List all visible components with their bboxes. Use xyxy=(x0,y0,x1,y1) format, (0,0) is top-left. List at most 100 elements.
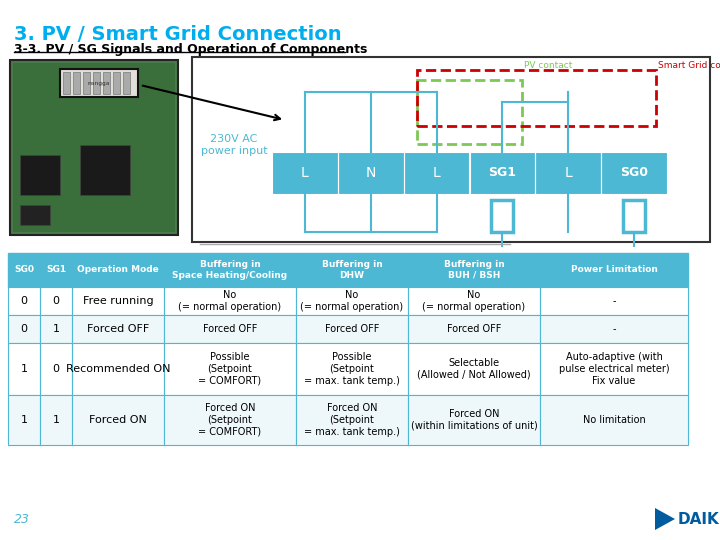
Text: 0: 0 xyxy=(20,324,27,334)
Bar xyxy=(8,343,40,395)
Bar xyxy=(40,315,72,343)
Text: 230V AC
power input: 230V AC power input xyxy=(201,134,267,156)
Text: 0: 0 xyxy=(20,296,27,306)
Bar xyxy=(8,315,40,343)
Text: 0: 0 xyxy=(53,296,60,306)
Text: SG0: SG0 xyxy=(14,266,34,274)
Text: No
(= normal operation): No (= normal operation) xyxy=(423,290,526,312)
Bar xyxy=(408,315,540,343)
Bar xyxy=(164,315,296,343)
Text: Operation Mode: Operation Mode xyxy=(77,266,159,274)
Text: mangga: mangga xyxy=(88,80,110,85)
Text: 3-3. PV / SG Signals and Operation of Components: 3-3. PV / SG Signals and Operation of Co… xyxy=(14,43,367,56)
Bar xyxy=(60,69,138,97)
Bar xyxy=(417,70,656,126)
Text: Buffering in
Space Heating/Cooling: Buffering in Space Heating/Cooling xyxy=(172,260,287,280)
Text: Possible
(Setpoint
= max. tank temp.): Possible (Setpoint = max. tank temp.) xyxy=(304,353,400,386)
Bar xyxy=(540,253,688,287)
Text: No
(= normal operation): No (= normal operation) xyxy=(179,290,282,312)
Text: Free running: Free running xyxy=(83,296,153,306)
Bar xyxy=(93,72,100,94)
Bar xyxy=(338,152,404,194)
Bar xyxy=(40,395,72,445)
Bar xyxy=(540,315,688,343)
Bar xyxy=(492,200,513,232)
Bar xyxy=(408,253,540,287)
Bar xyxy=(296,315,408,343)
Bar xyxy=(164,395,296,445)
Text: Recommended ON: Recommended ON xyxy=(66,364,170,374)
Text: Forced OFF: Forced OFF xyxy=(325,324,379,334)
Bar xyxy=(408,287,540,315)
Polygon shape xyxy=(655,508,675,530)
Bar xyxy=(296,343,408,395)
Text: SG1: SG1 xyxy=(488,166,516,179)
Bar xyxy=(192,57,710,242)
Text: Forced OFF: Forced OFF xyxy=(447,324,501,334)
Text: 1: 1 xyxy=(53,324,60,334)
Bar xyxy=(72,343,164,395)
Bar xyxy=(540,287,688,315)
Text: Forced ON
(Setpoint
= COMFORT): Forced ON (Setpoint = COMFORT) xyxy=(199,403,261,437)
Bar xyxy=(13,63,175,232)
Text: Smart Grid contacts: Smart Grid contacts xyxy=(658,61,720,70)
Text: Forced OFF: Forced OFF xyxy=(87,324,149,334)
Bar xyxy=(272,152,667,194)
Bar xyxy=(296,253,408,287)
Text: Forced ON: Forced ON xyxy=(89,415,147,425)
Text: No limitation: No limitation xyxy=(582,415,645,425)
Text: Buffering in
BUH / BSH: Buffering in BUH / BSH xyxy=(444,260,505,280)
Text: SG0: SG0 xyxy=(620,166,648,179)
Bar xyxy=(40,287,72,315)
Text: No
(= normal operation): No (= normal operation) xyxy=(300,290,404,312)
Text: Buffering in
DHW: Buffering in DHW xyxy=(322,260,382,280)
Bar xyxy=(623,200,645,232)
Bar xyxy=(296,395,408,445)
Bar xyxy=(536,152,601,194)
Text: PV contact: PV contact xyxy=(524,61,573,70)
Bar xyxy=(10,60,178,235)
Bar xyxy=(408,343,540,395)
Bar xyxy=(272,152,338,194)
Bar xyxy=(164,287,296,315)
Bar xyxy=(164,253,296,287)
Bar xyxy=(123,72,130,94)
Bar xyxy=(408,395,540,445)
Bar xyxy=(60,69,138,97)
Bar xyxy=(8,395,40,445)
Bar xyxy=(296,287,408,315)
Bar xyxy=(20,155,60,195)
Bar xyxy=(72,287,164,315)
Text: 1: 1 xyxy=(20,415,27,425)
Text: 0: 0 xyxy=(53,364,60,374)
Bar xyxy=(8,287,40,315)
Bar xyxy=(113,72,120,94)
Text: Power Limitation: Power Limitation xyxy=(570,266,657,274)
Text: 23: 23 xyxy=(14,513,30,526)
Bar xyxy=(20,205,50,225)
Bar xyxy=(72,395,164,445)
Text: Forced ON
(within limitations of unit): Forced ON (within limitations of unit) xyxy=(410,409,537,431)
Text: Auto-adaptive (with
pulse electrical meter)
Fix value: Auto-adaptive (with pulse electrical met… xyxy=(559,353,670,386)
Text: 1: 1 xyxy=(20,364,27,374)
Bar xyxy=(540,343,688,395)
Bar xyxy=(417,80,523,144)
Text: SG1: SG1 xyxy=(46,266,66,274)
Bar xyxy=(8,253,40,287)
Text: DAIKIN: DAIKIN xyxy=(678,511,720,526)
Bar xyxy=(601,152,667,194)
Text: -: - xyxy=(612,296,616,306)
Text: L: L xyxy=(564,166,572,180)
Bar xyxy=(83,72,90,94)
Bar xyxy=(40,343,72,395)
Text: Possible
(Setpoint
= COMFORT): Possible (Setpoint = COMFORT) xyxy=(199,353,261,386)
Text: -: - xyxy=(612,324,616,334)
Bar xyxy=(73,72,80,94)
Bar xyxy=(40,253,72,287)
Text: Forced OFF: Forced OFF xyxy=(203,324,257,334)
Bar xyxy=(103,72,110,94)
Text: Selectable
(Allowed / Not Allowed): Selectable (Allowed / Not Allowed) xyxy=(417,358,531,380)
Text: Forced ON
(Setpoint
= max. tank temp.): Forced ON (Setpoint = max. tank temp.) xyxy=(304,403,400,437)
Bar xyxy=(80,145,130,195)
Text: 3. PV / Smart Grid Connection: 3. PV / Smart Grid Connection xyxy=(14,25,341,44)
